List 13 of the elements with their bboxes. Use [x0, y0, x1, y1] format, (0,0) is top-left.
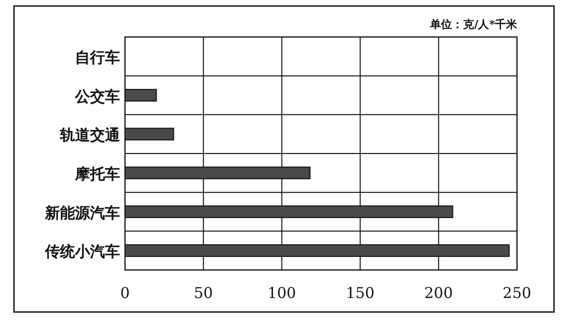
x-tick-label: 100 — [267, 284, 296, 302]
x-tick-label: 250 — [502, 284, 532, 302]
x-tick-label: 0 — [120, 284, 130, 302]
y-tick-label: 新能源汽车 — [44, 204, 120, 222]
y-tick-label: 轨道交通 — [59, 126, 121, 144]
y-tick-label: 摩托车 — [74, 164, 120, 183]
text: 单位：克/人*千米 — [429, 18, 518, 31]
y-tick-label: 自行车 — [75, 48, 120, 66]
y-tick-label: 公交车 — [74, 87, 120, 106]
x-tick-label: 50 — [194, 284, 213, 302]
x-tick-label: 200 — [424, 284, 453, 302]
x-tick-label: 150 — [346, 284, 375, 302]
y-tick-label: 传统小汽车 — [44, 242, 120, 261]
